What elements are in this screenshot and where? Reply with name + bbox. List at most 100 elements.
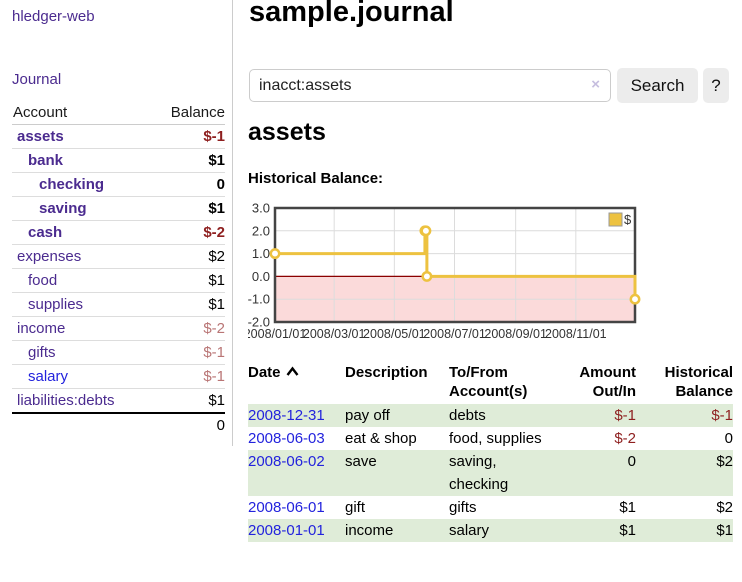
account-balance: $2 bbox=[151, 244, 225, 269]
account-row: cash $-2 bbox=[12, 220, 225, 245]
transaction-amount: $-1 bbox=[614, 407, 636, 424]
account-balance: $-2 bbox=[151, 220, 225, 245]
sidebar: hledger-web Journal Account Balance asse… bbox=[0, 0, 233, 446]
account-row: assets $-1 bbox=[12, 124, 225, 149]
brand-link[interactable]: hledger-web bbox=[12, 8, 95, 25]
clear-search-icon[interactable]: × bbox=[591, 76, 600, 93]
accounts-header-balance: Balance bbox=[151, 101, 225, 125]
account-heading: assets bbox=[248, 118, 326, 146]
account-link[interactable]: gifts bbox=[28, 344, 56, 361]
register-header-date[interactable]: Date bbox=[248, 363, 345, 404]
account-row: saving $1 bbox=[12, 196, 225, 221]
y-tick-label: 0.0 bbox=[252, 269, 270, 284]
accounts-table: Account Balance assets $-1 bank $1 checking 0… bbox=[12, 101, 225, 437]
account-link[interactable]: expenses bbox=[17, 248, 82, 265]
chart-title: Historical Balance: bbox=[248, 170, 384, 187]
account-link[interactable]: checking bbox=[39, 176, 105, 193]
transaction-amount: $1 bbox=[619, 522, 636, 539]
data-point-marker bbox=[421, 270, 433, 282]
account-balance: 0 bbox=[151, 172, 225, 197]
account-link[interactable]: income bbox=[17, 320, 66, 337]
transaction-description: save bbox=[345, 453, 377, 470]
transaction-date-link[interactable]: 2008-01-01 bbox=[248, 522, 325, 539]
transaction-date-link[interactable]: 2008-06-03 bbox=[248, 430, 325, 447]
account-balance: $-1 bbox=[151, 340, 225, 365]
account-balance: $1 bbox=[151, 292, 225, 317]
transaction-accounts: debts bbox=[449, 407, 486, 424]
transaction-accounts: food, supplies bbox=[449, 430, 542, 447]
register-table: Date Description To/From Account(s) Amount … bbox=[248, 363, 733, 542]
accounts-total-spacer bbox=[12, 412, 152, 437]
y-tick-label: 3.0 bbox=[252, 201, 270, 216]
sort-ascending-icon bbox=[286, 366, 298, 376]
register-row: 2008-12-31 pay off debts $-1 $-1 bbox=[248, 404, 733, 427]
account-link[interactable]: cash bbox=[28, 224, 63, 241]
transaction-balance: $-1 bbox=[711, 407, 733, 424]
accounts-header-account: Account bbox=[12, 101, 152, 125]
transaction-accounts: saving, checking bbox=[449, 453, 509, 493]
data-point-marker bbox=[269, 248, 281, 260]
account-balance: $1 bbox=[151, 148, 225, 173]
accounts-total-value: 0 bbox=[151, 412, 225, 437]
chart-svg: $3.0 2.0 1.0 0.0 -1.0 -2.02008/01/012008/03/0… bbox=[244, 201, 641, 341]
account-balance: $1 bbox=[151, 268, 225, 293]
transaction-date-link[interactable]: 2008-06-02 bbox=[248, 453, 325, 470]
register-row: 2008-06-02 save saving, checking 0 $2 bbox=[248, 450, 733, 496]
data-point-marker bbox=[629, 293, 641, 305]
x-tick-label: 2008/07/01 bbox=[423, 327, 486, 341]
transaction-description: eat & shop bbox=[345, 430, 417, 447]
account-link[interactable]: salary bbox=[28, 368, 69, 385]
account-row: income $-2 bbox=[12, 316, 225, 341]
register-row: 2008-01-01 income salary $1 $1 bbox=[248, 519, 733, 542]
account-row: expenses $2 bbox=[12, 244, 225, 269]
account-link[interactable]: assets bbox=[17, 128, 64, 145]
historical-balance-chart: $3.0 2.0 1.0 0.0 -1.0 -2.0 2008/01/01 2008/03/0… bbox=[244, 194, 742, 350]
y-tick-label: -2.0 bbox=[248, 315, 270, 330]
account-row: gifts $-1 bbox=[12, 340, 225, 365]
transaction-date-link[interactable]: 2008-12-31 bbox=[248, 407, 325, 424]
transaction-amount: $-2 bbox=[614, 430, 636, 447]
register-row: 2008-06-03 eat & shop food, supplies $-2 0 bbox=[248, 427, 733, 450]
transaction-accounts: salary bbox=[449, 522, 490, 539]
x-tick-label: 2008/01/01 bbox=[248, 327, 306, 341]
transaction-description: income bbox=[345, 522, 394, 539]
transaction-balance: $2 bbox=[716, 499, 733, 516]
y-tick-label: 1.0 bbox=[252, 246, 270, 261]
register-header-to-from: To/From Account(s) bbox=[449, 364, 528, 400]
account-balance: $1 bbox=[151, 196, 225, 221]
x-tick-label: 2008/09/01 bbox=[484, 327, 547, 341]
legend-label: $ bbox=[624, 212, 632, 227]
register-header-description: Description bbox=[345, 364, 428, 381]
y-tick-label: -1.0 bbox=[248, 292, 270, 307]
account-row: checking 0 bbox=[12, 172, 225, 197]
sidebar-item-journal[interactable]: Journal bbox=[12, 71, 62, 88]
account-link[interactable]: saving bbox=[39, 200, 87, 217]
account-row: bank $1 bbox=[12, 148, 225, 173]
register-header-row: Date Description To/From Account(s) Amount … bbox=[248, 363, 733, 404]
transaction-balance: 0 bbox=[724, 430, 733, 447]
help-button[interactable]: ? bbox=[703, 68, 729, 103]
account-link[interactable]: food bbox=[28, 272, 58, 289]
account-link[interactable]: supplies bbox=[28, 296, 84, 313]
transaction-description: gift bbox=[345, 499, 366, 516]
transaction-accounts: gifts bbox=[449, 499, 477, 516]
account-row: liabilities:debts $1 bbox=[12, 388, 225, 414]
account-link[interactable]: liabilities:debts bbox=[17, 392, 115, 409]
x-tick-label: 2008/03/01 bbox=[303, 327, 366, 341]
register-header-amount: Amount Out/In bbox=[579, 364, 636, 400]
account-row: supplies $1 bbox=[12, 292, 225, 317]
search-button[interactable]: Search bbox=[617, 68, 698, 103]
account-balance: $-2 bbox=[151, 316, 225, 341]
register-row: 2008-06-01 gift gifts $1 $2 bbox=[248, 496, 733, 519]
account-row: food $1 bbox=[12, 268, 225, 293]
transaction-date-link[interactable]: 2008-06-01 bbox=[248, 499, 325, 516]
account-row: salary $-1 bbox=[12, 364, 225, 389]
account-link[interactable]: bank bbox=[28, 152, 64, 169]
legend-swatch bbox=[608, 212, 623, 227]
main-content: sample.journal × Search ? assets Histori… bbox=[244, 0, 742, 582]
search-input[interactable] bbox=[249, 69, 611, 102]
search-box: × bbox=[249, 69, 611, 102]
page-title: sample.journal bbox=[249, 0, 454, 28]
transaction-amount: $1 bbox=[619, 499, 636, 516]
transaction-description: pay off bbox=[345, 407, 390, 424]
